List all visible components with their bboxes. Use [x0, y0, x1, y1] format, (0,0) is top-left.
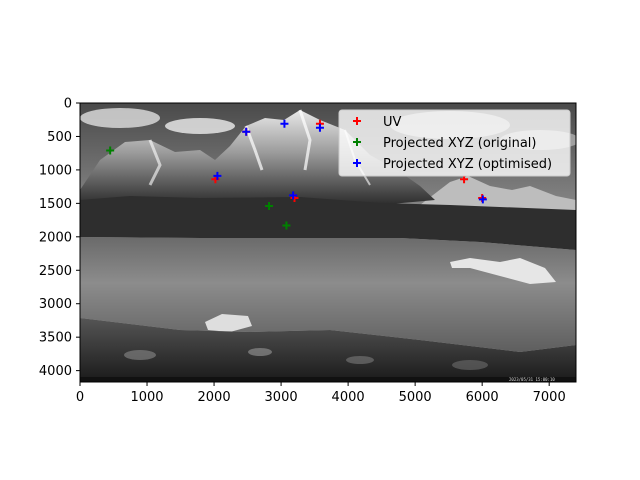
y-tick-label: 0 [64, 97, 72, 112]
marker-series-1 [282, 221, 291, 230]
marker-series-2 [280, 119, 289, 128]
marker-series-1 [106, 146, 115, 155]
marker-series-2 [478, 195, 487, 204]
y-tick-label: 1000 [39, 163, 72, 178]
y-tick-label: 3500 [39, 331, 72, 346]
marker-series-1 [265, 202, 274, 211]
plot-frame [79, 102, 577, 383]
x-tick-label: 0 [76, 390, 84, 405]
legend: UV Projected XYZ (original) Projected XYZ … [338, 109, 571, 177]
legend-box [338, 109, 571, 177]
legend-marker-1 [353, 138, 361, 146]
x-axis: 0 1000 2000 3000 4000 5000 6000 7000 [76, 382, 566, 405]
y-tick-label: 1500 [39, 197, 72, 212]
x-tick-label: 5000 [399, 390, 432, 405]
marker-series-2 [315, 123, 324, 132]
y-tick-label: 3000 [39, 297, 72, 312]
marker-series-2 [213, 171, 222, 180]
marker-series-2 [289, 191, 298, 200]
x-tick-label: 1000 [130, 390, 163, 405]
marker-series-2 [242, 127, 251, 136]
legend-marker-2 [353, 159, 361, 167]
x-tick-label: 7000 [533, 390, 566, 405]
x-tick-label: 2000 [198, 390, 231, 405]
y-tick-label: 4000 [39, 364, 72, 379]
y-axis: 0 500 1000 1500 2000 2500 3000 3500 4000 [39, 97, 80, 379]
x-tick-label: 6000 [466, 390, 499, 405]
data-markers [106, 119, 487, 230]
marker-series-0 [460, 175, 469, 184]
legend-label-0: UV [383, 115, 402, 130]
y-tick-label: 2000 [39, 230, 72, 245]
legend-label-1: Projected XYZ (original) [383, 136, 536, 151]
x-tick-label: 3000 [265, 390, 298, 405]
x-tick-label: 4000 [332, 390, 365, 405]
image-caption: 2023/05/31 15:00:10 [509, 377, 555, 382]
y-tick-label: 500 [47, 130, 72, 145]
y-tick-label: 2500 [39, 264, 72, 279]
legend-label-2: Projected XYZ (optimised) [383, 157, 552, 172]
legend-marker-0 [353, 117, 361, 125]
